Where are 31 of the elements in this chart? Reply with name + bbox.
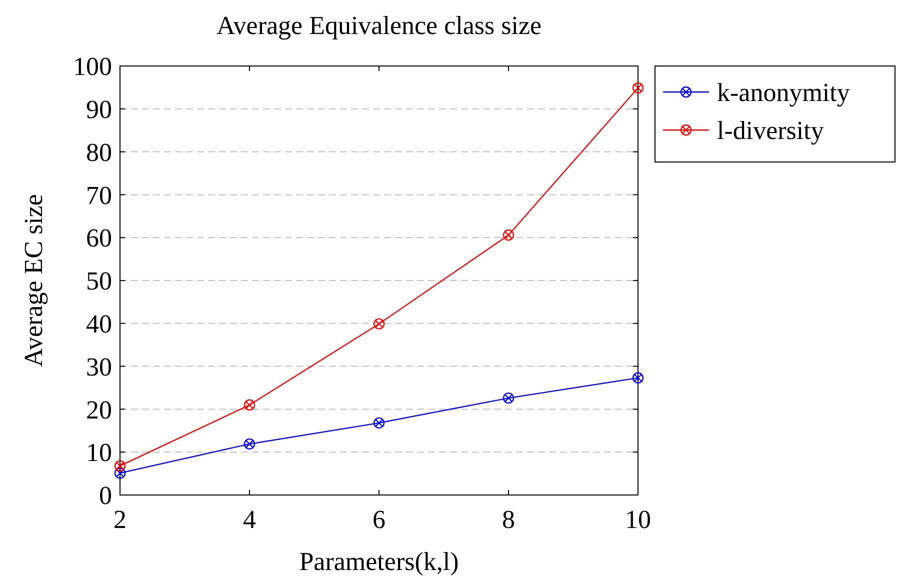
point <box>244 438 256 450</box>
x-tick-label: 4 <box>243 505 256 534</box>
legend-label: l-diversity <box>717 116 824 146</box>
y-tick-label: 30 <box>86 352 112 382</box>
y-tick-label: 50 <box>86 266 112 296</box>
point <box>114 468 126 479</box>
point <box>632 372 644 384</box>
y-tick-label: 90 <box>86 95 112 124</box>
point <box>373 318 385 330</box>
x-axis-title: Parameters(k,l) <box>299 547 459 576</box>
x-tick-label: 2 <box>114 505 126 534</box>
y-tick-label: 70 <box>86 180 112 210</box>
x-tick-label: 8 <box>502 505 515 534</box>
point <box>502 392 514 404</box>
y-tick-label: 10 <box>86 438 112 468</box>
y-tick-label: 0 <box>99 481 112 510</box>
point <box>373 417 385 429</box>
y-axis-title: Average EC size <box>19 194 48 367</box>
y-tick-label: 80 <box>86 138 112 167</box>
point <box>244 399 256 411</box>
y-tick-label: 20 <box>86 395 112 424</box>
chart-title: Average Equivalence class size <box>216 11 542 40</box>
y-tick-label: 60 <box>86 224 112 253</box>
x-tick-label: 6 <box>372 505 386 534</box>
y-tick-label: 40 <box>86 310 112 338</box>
legend-label: k-anonymity <box>717 78 850 108</box>
point <box>114 460 126 472</box>
point <box>632 82 644 94</box>
y-tick-label: 100 <box>73 52 112 82</box>
x-tick-label: 10 <box>625 505 651 534</box>
point <box>502 229 514 241</box>
